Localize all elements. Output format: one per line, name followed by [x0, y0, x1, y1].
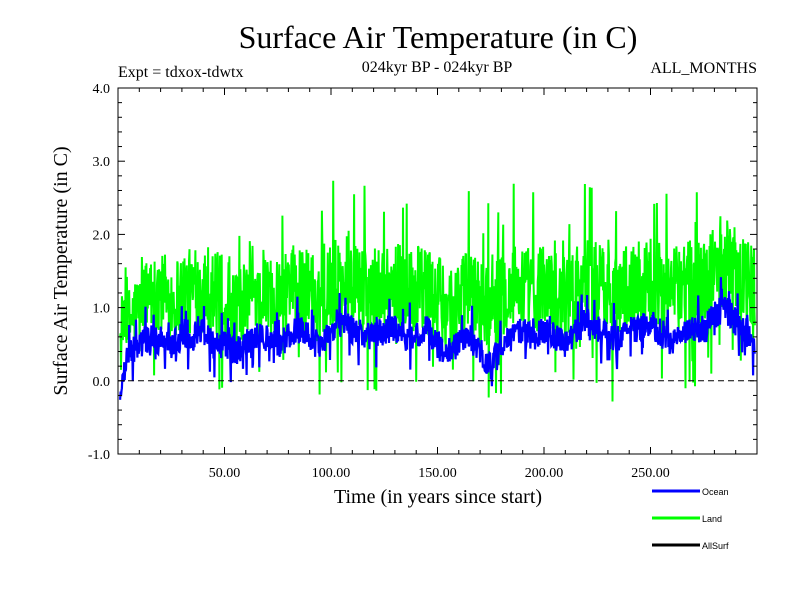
x-tick-label: 100.00 — [312, 466, 351, 481]
legend: Ocean Land AllSurf — [652, 487, 729, 551]
y-tick-label: 0.0 — [93, 375, 111, 390]
x-axis-ticks: 50.00 100.00 150.00 200.00 250.00 — [138, 88, 737, 481]
y-tick-label: -1.0 — [88, 448, 110, 463]
y-tick-label: 2.0 — [93, 228, 111, 243]
series-line-ocean — [119, 277, 756, 400]
chart-subtitle-right: ALL_MONTHS — [650, 60, 757, 77]
legend-label-land: Land — [702, 514, 722, 524]
y-tick-label: 1.0 — [93, 302, 111, 317]
x-tick-label: 200.00 — [525, 466, 564, 481]
series-layer — [119, 180, 756, 402]
y-tick-label: 3.0 — [93, 155, 111, 170]
x-tick-label: 50.00 — [209, 466, 241, 481]
y-axis-label: Surface Air Temperature (in C) — [50, 146, 72, 395]
x-tick-label: 150.00 — [418, 466, 457, 481]
x-axis-label: Time (in years since start) — [334, 486, 542, 508]
chart-subtitle-left: Expt = tdxox-tdwtx — [118, 64, 243, 81]
x-tick-label: 250.00 — [631, 466, 670, 481]
y-tick-label: 4.0 — [93, 82, 111, 97]
y-axis-ticks: -1.0 0.0 1.0 2.0 3.0 4.0 — [88, 82, 757, 463]
legend-label-ocean: Ocean — [702, 487, 729, 497]
chart-subtitle-center: 024kyr BP - 024kyr BP — [362, 59, 513, 76]
chart-title: Surface Air Temperature (in C) — [239, 19, 638, 55]
legend-label-allsurf: AllSurf — [702, 541, 729, 551]
